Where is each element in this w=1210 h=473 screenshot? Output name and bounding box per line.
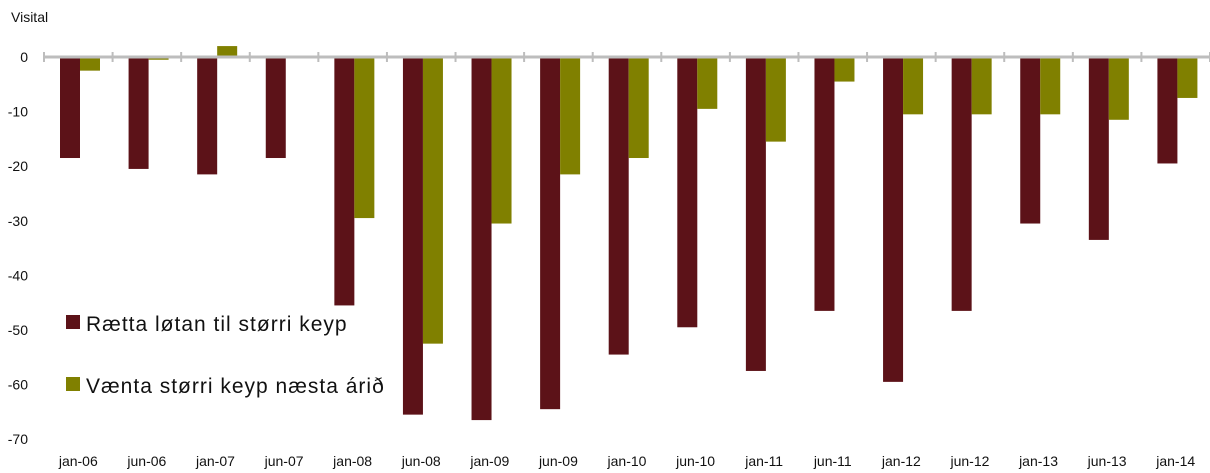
bar-series-0-jan-09 xyxy=(471,57,492,421)
bar-series-0-jan-10 xyxy=(608,57,629,355)
x-tick-label: jan-13 xyxy=(1018,453,1058,469)
y-tick-labels: 0 -10 -20 -30 -40 -50 -60 -70 xyxy=(8,49,28,447)
x-tick-label: jun-11 xyxy=(813,453,852,469)
bar-series-1-jan-12 xyxy=(903,57,924,115)
legend: Rætta løtan til størri keyp Vænta størri… xyxy=(66,313,385,398)
legend-label-1: Vænta størri keyp næsta árið xyxy=(86,375,385,398)
x-tick-label: jan-06 xyxy=(58,453,98,469)
bar-series-0-jun-11 xyxy=(814,57,835,311)
bar-series-1-jan-11 xyxy=(765,57,786,142)
y-tick-label: -70 xyxy=(8,431,28,447)
x-tick-label: jan-10 xyxy=(607,453,647,469)
bar-series-0-jun-12 xyxy=(951,57,972,311)
bar-series-0-jan-06 xyxy=(60,57,80,159)
bar-series-1-jan-09 xyxy=(491,57,512,224)
y-axis-title: Visital xyxy=(11,9,48,25)
legend-swatch-1 xyxy=(66,377,80,391)
bar-series-1-jan-10 xyxy=(628,57,649,159)
bar-series-0-jan-14 xyxy=(1157,57,1178,164)
x-tick-label: jun-13 xyxy=(1087,453,1127,469)
bar-series-1-jan-07 xyxy=(217,46,238,57)
bar-series-0-jan-07 xyxy=(197,57,218,175)
y-tick-label: -50 xyxy=(8,322,28,338)
x-tick-label: jan-12 xyxy=(881,453,921,469)
bar-series-0-jun-10 xyxy=(677,57,698,328)
bar-series-0-jun-13 xyxy=(1088,57,1109,240)
bar-series-1-jun-10 xyxy=(697,57,718,109)
x-tick-label: jun-08 xyxy=(401,453,441,469)
x-tick-label: jun-10 xyxy=(675,453,715,469)
bar-series-0-jun-08 xyxy=(402,57,423,415)
bar-series-1-jan-14 xyxy=(1177,57,1198,98)
bar-series-1-jun-13 xyxy=(1108,57,1129,120)
x-tick-labels: jan-06 jun-06 jan-07 jun-07 jan-08 jun-08 jan-… xyxy=(58,453,1196,469)
x-tick-label: jan-08 xyxy=(332,453,372,469)
bar-series-1-jan-08 xyxy=(354,57,375,219)
bar-series-0-jan-11 xyxy=(745,57,766,371)
bar-series-0-jun-07 xyxy=(265,57,286,159)
bar-series-1-jun-09 xyxy=(560,57,581,175)
bar-series-0-jun-09 xyxy=(540,57,561,410)
bar-series-1-jan-06 xyxy=(80,57,100,71)
y-tick-label: -30 xyxy=(8,213,28,229)
y-tick-label: -20 xyxy=(8,158,28,174)
legend-swatch-0 xyxy=(66,315,80,329)
zero-axis xyxy=(43,52,1210,62)
bar-series-1-jan-13 xyxy=(1040,57,1061,115)
bar-series-1-jun-11 xyxy=(834,57,855,82)
y-tick-label: -40 xyxy=(8,267,28,283)
x-tick-label: jan-11 xyxy=(744,453,783,469)
legend-label-0: Rætta løtan til størri keyp xyxy=(86,313,348,336)
y-tick-label: -60 xyxy=(8,377,28,393)
x-tick-label: jun-07 xyxy=(264,453,304,469)
bar-series-0-jan-13 xyxy=(1020,57,1041,224)
y-tick-label: 0 xyxy=(20,49,28,65)
y-tick-label: -10 xyxy=(8,104,28,120)
bar-series-0-jan-12 xyxy=(883,57,904,382)
bar-series-1-jun-08 xyxy=(422,57,443,344)
x-tick-label: jun-06 xyxy=(126,453,166,469)
x-tick-label: jan-07 xyxy=(195,453,235,469)
bar-series-0-jun-06 xyxy=(128,57,149,169)
x-tick-label: jun-09 xyxy=(538,453,578,469)
x-tick-label: jun-12 xyxy=(949,453,989,469)
bar-series-0-jan-08 xyxy=(334,57,355,306)
bars xyxy=(60,46,1198,421)
x-tick-label: jan-09 xyxy=(469,453,509,469)
bar-series-1-jun-12 xyxy=(971,57,992,115)
x-tick-label: jan-14 xyxy=(1155,453,1195,469)
